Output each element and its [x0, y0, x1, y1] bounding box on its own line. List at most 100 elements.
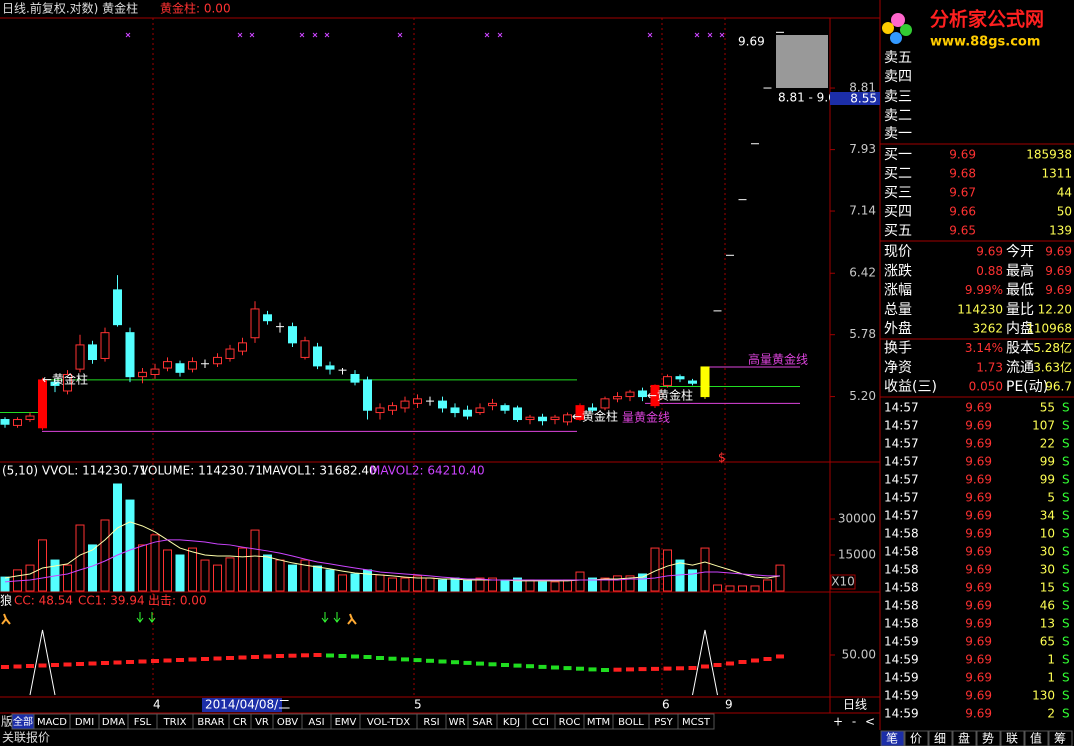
volume-bar — [538, 581, 547, 592]
date-label: 6 — [662, 698, 670, 712]
volume-label: (5,10) VVOL: 114230.71 — [2, 464, 147, 478]
panel-tab[interactable] — [880, 730, 905, 746]
cc-segment — [426, 658, 434, 663]
cc-segment — [563, 666, 572, 671]
cc-segment — [51, 663, 59, 667]
quote-value: 9.69 — [1045, 264, 1072, 278]
volume-bar — [438, 579, 447, 592]
sell-label: 卖一 — [884, 126, 912, 142]
candle-body — [375, 407, 385, 414]
quote-value: 3.14% — [965, 341, 1003, 355]
candle-body — [100, 332, 110, 359]
candle-body — [313, 346, 322, 367]
cc-segment — [588, 667, 597, 672]
panel-tab[interactable] — [976, 730, 1001, 746]
volume-bar — [775, 564, 785, 592]
tick-time: 14:59 — [884, 689, 919, 703]
volume-label: MAVOL1: 31682.40 — [262, 464, 377, 478]
panel-tab[interactable] — [1048, 730, 1073, 746]
indicator-label: CC1: 39.94 — [78, 594, 145, 608]
status-text[interactable]: 关联报价 — [2, 730, 50, 745]
y-tick-label: 6.42 — [849, 266, 876, 280]
tick-volume: 34 — [1040, 509, 1055, 523]
runner-icon — [347, 613, 357, 625]
candle-body — [525, 416, 535, 421]
quote-label: 净资 — [884, 360, 912, 376]
panel-tab-label: 值 — [1030, 731, 1042, 746]
signal-mark — [707, 32, 713, 38]
volume-bar — [688, 569, 697, 592]
tick-side: S — [1062, 617, 1070, 631]
signal-mark — [647, 32, 653, 38]
volume-bar — [525, 579, 535, 592]
panel-tab[interactable] — [1000, 730, 1025, 746]
cc-segment — [413, 658, 422, 663]
candle-body — [388, 405, 397, 411]
tab-label: FSL — [134, 717, 152, 728]
volume-bar — [488, 577, 497, 592]
cc-segment — [763, 657, 772, 661]
cc-segment — [651, 666, 659, 671]
quote-label: 收益(三) — [884, 379, 937, 395]
candle-body — [638, 390, 647, 398]
candle-body — [238, 342, 247, 352]
annotation: 高量黄金线 — [748, 352, 808, 367]
volume-bar — [388, 577, 397, 592]
cc-segment — [326, 653, 334, 658]
candle-body — [588, 407, 597, 411]
cc-segment — [176, 658, 184, 662]
cc-segment — [488, 662, 497, 667]
tab[interactable] — [677, 713, 715, 730]
candle-body — [625, 391, 635, 398]
signal-mark — [719, 32, 725, 38]
tab-control: - — [852, 715, 856, 729]
candle-body — [50, 381, 60, 386]
volume-bar — [613, 575, 622, 592]
panel-tab[interactable] — [904, 730, 929, 746]
candle-body — [13, 419, 22, 426]
status-bar — [0, 730, 880, 746]
cc-segment — [601, 668, 609, 672]
panel-tab[interactable] — [952, 730, 977, 746]
tick-side: S — [1062, 653, 1070, 667]
candle-body — [150, 368, 160, 375]
tick-time: 14:58 — [884, 563, 919, 577]
signal-mark — [237, 32, 243, 38]
signal-arrow — [136, 612, 144, 623]
volume-bar — [500, 579, 510, 592]
volume-bar — [300, 559, 310, 592]
sell-label: 卖五 — [884, 50, 912, 66]
annotation: ←黄金柱 — [42, 372, 88, 387]
cc-segment — [726, 661, 734, 666]
axis-marker-box — [830, 92, 880, 105]
cc-segment — [701, 664, 709, 669]
volume-bar — [700, 547, 710, 592]
quote-label: 总量 — [884, 302, 912, 318]
y-tick-label: 7.14 — [849, 204, 876, 218]
candle-body — [488, 402, 497, 407]
candle-body — [463, 409, 472, 417]
cc-segment — [626, 667, 634, 672]
tab-label: TRIX — [163, 717, 187, 728]
annotation: $ — [718, 451, 726, 465]
panel-tab[interactable] — [1024, 730, 1049, 746]
y-tick-label: 50.00 — [842, 648, 876, 662]
tick-price: 9.69 — [965, 671, 992, 685]
cc-segment — [776, 654, 784, 659]
quote-value: 1.73 — [976, 360, 1003, 374]
buy-volume: 44 — [1057, 186, 1072, 200]
volume-bar — [713, 584, 722, 592]
tick-volume: 55 — [1040, 401, 1055, 415]
candle-body — [600, 398, 610, 409]
candle-body — [175, 363, 185, 373]
tick-price: 9.69 — [965, 635, 992, 649]
scale-box — [830, 574, 856, 590]
y-tick-label: 5.20 — [849, 389, 876, 403]
panel-tab[interactable] — [928, 730, 953, 746]
buy-price: 9.66 — [949, 205, 976, 219]
candle-body — [113, 289, 122, 326]
quote-label: 量比 — [1006, 302, 1034, 318]
axis-marker: 8.55 — [850, 92, 877, 106]
tick-side: S — [1062, 671, 1070, 685]
tick-price: 9.69 — [965, 527, 992, 541]
